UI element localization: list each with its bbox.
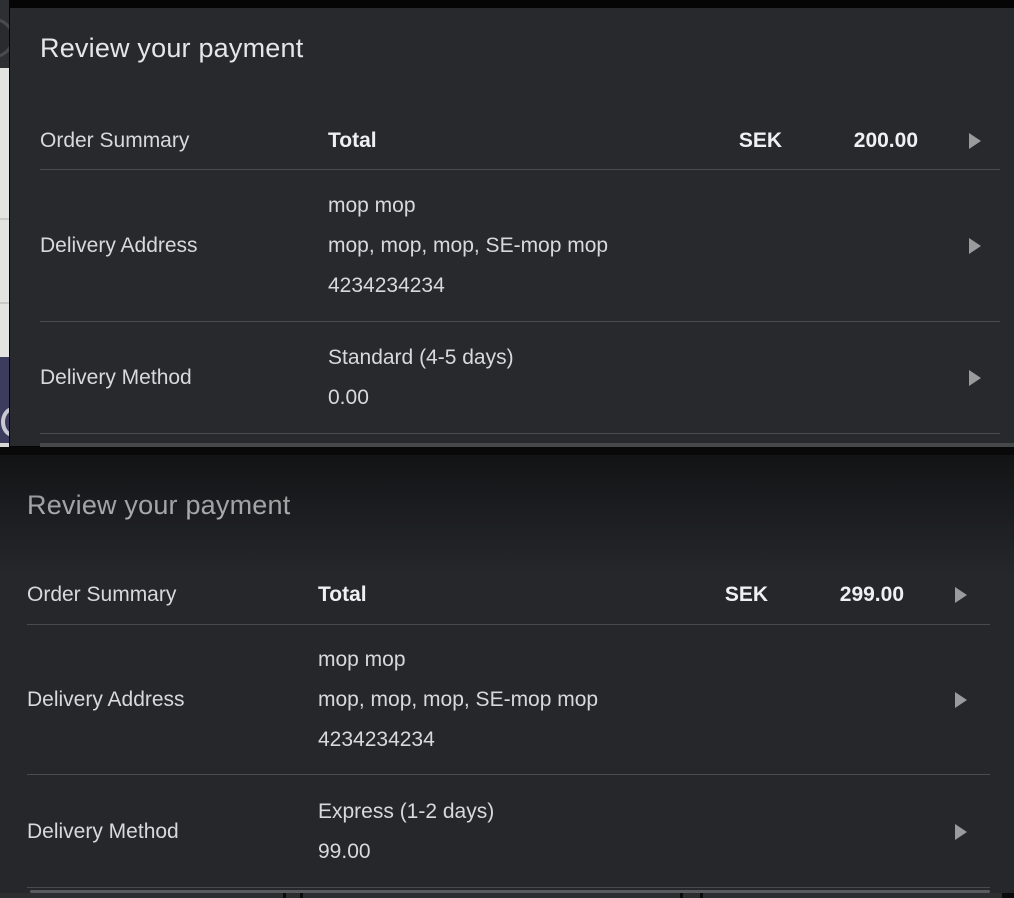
payment-review-panel-bottom: Review your payment Order Summary Total … bbox=[0, 455, 1014, 893]
page-title: Review your payment bbox=[27, 490, 291, 520]
method-name: Standard (4-5 days) bbox=[328, 346, 514, 369]
delivery-method-value: Express (1-2 days) 99.00 bbox=[318, 792, 904, 872]
address-street: mop, mop, mop, SE-mop mop bbox=[318, 688, 599, 711]
address-street: mop, mop, mop, SE-mop mop bbox=[328, 234, 609, 257]
method-price: 0.00 bbox=[328, 386, 369, 409]
panel-edge-band bbox=[30, 890, 990, 893]
panel-edge-band bbox=[40, 443, 1014, 447]
chevron-right-icon[interactable] bbox=[954, 823, 968, 840]
chevron-right-icon[interactable] bbox=[968, 238, 982, 254]
delivery-address-row[interactable]: Delivery Address mop mop mop, mop, mop, … bbox=[0, 625, 1014, 775]
sliver-mark bbox=[700, 893, 703, 898]
method-name: Express (1-2 days) bbox=[318, 799, 495, 823]
chevron-right-icon[interactable] bbox=[954, 692, 968, 708]
delivery-method-row[interactable]: Delivery Method Express (1-2 days) 99.00 bbox=[0, 775, 1014, 888]
delivery-method-label: Delivery Method bbox=[40, 366, 192, 389]
address-phone: 4234234234 bbox=[328, 274, 445, 297]
address-name: mop mop bbox=[318, 648, 406, 671]
total-label: Total bbox=[318, 583, 367, 606]
delivery-method-value: Standard (4-5 days) 0.00 bbox=[328, 338, 918, 418]
partial-letter-o-glyph bbox=[1, 407, 9, 437]
total-label: Total bbox=[328, 129, 377, 152]
sliver-navy-button bbox=[0, 357, 9, 443]
chevron-right-icon[interactable] bbox=[954, 587, 968, 603]
address-phone: 4234234234 bbox=[318, 728, 435, 751]
sliver-mark bbox=[283, 893, 286, 898]
sliver-page-body bbox=[0, 68, 9, 357]
currency-code: SEK bbox=[724, 583, 768, 606]
payment-review-panel-top: Review your payment Order Summary Total … bbox=[10, 8, 1014, 446]
order-summary-label: Order Summary bbox=[40, 129, 190, 152]
chevron-right-icon[interactable] bbox=[968, 370, 982, 386]
order-summary-row[interactable]: Order Summary Total SEK 200.00 bbox=[10, 112, 1014, 170]
delivery-address-label: Delivery Address bbox=[27, 688, 185, 711]
underlying-page-sliver bbox=[0, 0, 9, 450]
address-name: mop mop bbox=[328, 194, 416, 217]
order-summary-label: Order Summary bbox=[27, 583, 177, 606]
total-amount-group: SEK 299.00 bbox=[725, 583, 904, 607]
sliver-divider bbox=[0, 218, 9, 220]
chevron-right-icon[interactable] bbox=[968, 133, 982, 149]
total-amount: 200.00 bbox=[853, 129, 918, 152]
sliver-mark bbox=[300, 893, 303, 898]
delivery-method-label: Delivery Method bbox=[27, 819, 179, 843]
delivery-address-label: Delivery Address bbox=[40, 234, 198, 257]
page-title: Review your payment bbox=[40, 33, 304, 63]
currency-code: SEK bbox=[738, 129, 782, 152]
order-summary-row[interactable]: Order Summary Total SEK 299.00 bbox=[0, 565, 1014, 625]
delivery-address-row[interactable]: Delivery Address mop mop mop, mop, mop, … bbox=[10, 170, 1014, 322]
sliver-foot bbox=[0, 443, 9, 449]
delivery-address-value: mop mop mop, mop, mop, SE-mop mop 423423… bbox=[328, 186, 918, 306]
method-price: 99.00 bbox=[318, 839, 371, 863]
delivery-address-value: mop mop mop, mop, mop, SE-mop mop 423423… bbox=[318, 640, 904, 760]
sliver-mark bbox=[1002, 893, 1014, 898]
partial-avatar-circle-icon bbox=[0, 18, 9, 58]
total-amount-group: SEK 200.00 bbox=[739, 129, 918, 153]
sliver-header-strip bbox=[0, 0, 9, 68]
delivery-method-row[interactable]: Delivery Method Standard (4-5 days) 0.00 bbox=[10, 322, 1014, 434]
total-amount: 299.00 bbox=[839, 583, 904, 606]
panel-separator bbox=[0, 447, 1014, 455]
sliver-mark bbox=[680, 893, 683, 898]
bottom-page-sliver bbox=[0, 893, 1014, 898]
sliver-divider bbox=[0, 302, 9, 304]
